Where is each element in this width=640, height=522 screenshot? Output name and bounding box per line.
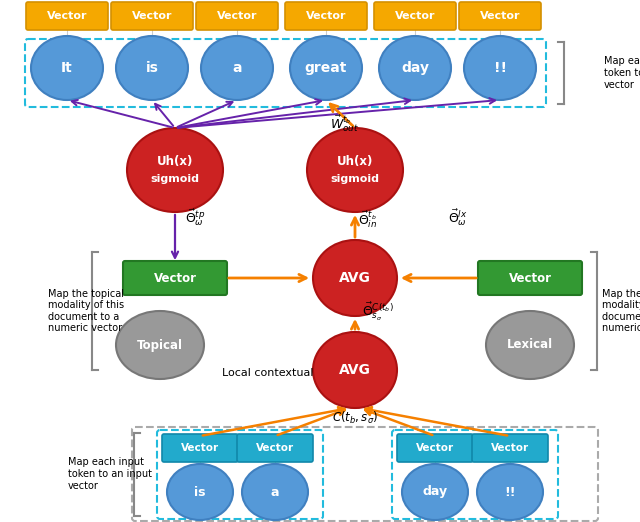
Text: Vector: Vector: [491, 443, 529, 453]
Text: !!: !!: [493, 61, 506, 75]
Text: sigmoid: sigmoid: [150, 174, 200, 184]
Text: Uh(x): Uh(x): [157, 156, 193, 169]
Text: Vector: Vector: [217, 11, 257, 21]
Text: Lexical: Lexical: [507, 338, 553, 351]
Ellipse shape: [201, 36, 273, 100]
Text: Map the topical
modality of this
document to a
numeric vector: Map the topical modality of this documen…: [48, 289, 124, 334]
Ellipse shape: [313, 332, 397, 408]
Text: AVG: AVG: [339, 271, 371, 285]
Text: Map the lexical
modality of this
document to a
numeric vector: Map the lexical modality of this documen…: [602, 289, 640, 334]
Text: a: a: [232, 61, 242, 75]
FancyBboxPatch shape: [478, 261, 582, 295]
Text: day: day: [422, 485, 447, 499]
FancyBboxPatch shape: [285, 2, 367, 30]
Ellipse shape: [379, 36, 451, 100]
Text: $C(t_b, s_{\sigma})$: $C(t_b, s_{\sigma})$: [332, 410, 378, 426]
Ellipse shape: [464, 36, 536, 100]
Text: Vector: Vector: [154, 271, 196, 284]
Ellipse shape: [307, 128, 403, 212]
Text: Vector: Vector: [395, 11, 435, 21]
Ellipse shape: [477, 464, 543, 520]
Text: It: It: [61, 61, 73, 75]
Text: Local contextual: Local contextual: [222, 368, 314, 378]
Ellipse shape: [116, 311, 204, 379]
Text: $\vec{\Theta}_{s_{\sigma}}^{C(t_b)}$: $\vec{\Theta}_{s_{\sigma}}^{C(t_b)}$: [362, 301, 394, 323]
Text: Topical: Topical: [137, 338, 183, 351]
Text: Vector: Vector: [480, 11, 520, 21]
Ellipse shape: [127, 128, 223, 212]
Ellipse shape: [486, 311, 574, 379]
Ellipse shape: [31, 36, 103, 100]
Text: Vector: Vector: [132, 11, 172, 21]
Text: Vector: Vector: [47, 11, 87, 21]
FancyBboxPatch shape: [111, 2, 193, 30]
Text: is: is: [145, 61, 159, 75]
FancyBboxPatch shape: [162, 434, 238, 462]
Ellipse shape: [313, 240, 397, 316]
Text: is: is: [195, 485, 205, 499]
FancyBboxPatch shape: [472, 434, 548, 462]
Text: $\vec{\Theta}_{\omega}^{tp}$: $\vec{\Theta}_{\omega}^{tp}$: [185, 207, 205, 228]
Text: AVG: AVG: [339, 363, 371, 377]
Text: !!: !!: [504, 485, 516, 499]
Text: Vector: Vector: [306, 11, 346, 21]
Text: Vector: Vector: [416, 443, 454, 453]
Ellipse shape: [242, 464, 308, 520]
Text: a: a: [271, 485, 279, 499]
Text: day: day: [401, 61, 429, 75]
FancyBboxPatch shape: [196, 2, 278, 30]
FancyBboxPatch shape: [123, 261, 227, 295]
Text: Uh(x): Uh(x): [337, 156, 373, 169]
FancyBboxPatch shape: [397, 434, 473, 462]
Text: great: great: [305, 61, 347, 75]
Text: sigmoid: sigmoid: [330, 174, 380, 184]
FancyBboxPatch shape: [459, 2, 541, 30]
FancyBboxPatch shape: [237, 434, 313, 462]
Text: $\vec{\Theta}_{in}^{t_b}$: $\vec{\Theta}_{in}^{t_b}$: [358, 209, 378, 230]
Ellipse shape: [290, 36, 362, 100]
Text: $\vec{\Theta}_{\omega}^{lx}$: $\vec{\Theta}_{\omega}^{lx}$: [448, 207, 468, 228]
Ellipse shape: [402, 464, 468, 520]
Text: Map each output
token to a output
vector: Map each output token to a output vector: [604, 56, 640, 90]
Ellipse shape: [116, 36, 188, 100]
Ellipse shape: [167, 464, 233, 520]
Text: Vector: Vector: [256, 443, 294, 453]
Text: $\vec{W}_{out}^{t_b}$: $\vec{W}_{out}^{t_b}$: [330, 113, 359, 134]
Text: Vector: Vector: [181, 443, 219, 453]
Text: Map each input
token to an input
vector: Map each input token to an input vector: [68, 457, 152, 491]
FancyBboxPatch shape: [374, 2, 456, 30]
Text: Vector: Vector: [509, 271, 552, 284]
FancyBboxPatch shape: [26, 2, 108, 30]
